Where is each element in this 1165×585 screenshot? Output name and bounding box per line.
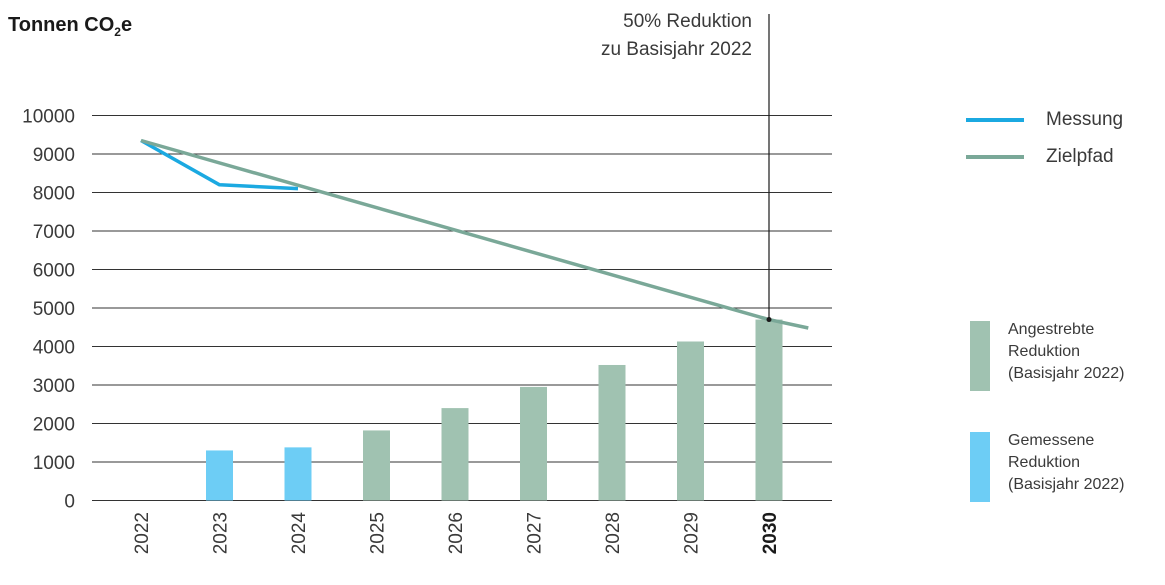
x-tick-label-2029: 2029 [682, 512, 703, 554]
y-tick-label-7000: 7000 [33, 222, 75, 243]
legend-zielpfad: Zielpfad [966, 146, 1114, 168]
y-tick-label-4000: 4000 [33, 338, 75, 359]
y-tick-label-10000: 10000 [22, 107, 75, 128]
x-tick-label-2028: 2028 [603, 512, 624, 554]
annotation-point [766, 317, 772, 323]
x-tick-label-2024: 2024 [289, 512, 310, 555]
legend-angestrebt-label: Angestrebte Reduktion (Basisjahr 2022) [1008, 321, 1125, 382]
annotation-line-2: zu Basisjahr 2022 [600, 39, 752, 60]
y-tick-label-6000: 6000 [33, 261, 75, 282]
bar-2030 [755, 319, 783, 501]
y-tick-label-1000: 1000 [33, 453, 75, 474]
y-tick-label-9000: 9000 [33, 145, 75, 166]
legend-angestrebt-swatch [970, 321, 990, 391]
series-line-zielpfad [140, 138, 809, 330]
legend-zielpfad-label: Zielpfad [1046, 146, 1114, 167]
bar-2029 [677, 341, 704, 501]
legend-messung-swatch [966, 118, 1024, 122]
legend-gemessen-swatch [970, 432, 990, 502]
x-tick-label-2022: 2022 [132, 512, 153, 554]
reduction-annotation: 50% Reduktion zu Basisjahr 2022 [601, 8, 752, 64]
y-tick-label-8000: 8000 [33, 184, 75, 205]
bar-2028 [598, 364, 626, 501]
bar-2024 [284, 447, 312, 501]
x-tick-label-2023: 2023 [211, 512, 232, 554]
x-tick-label-2027: 2027 [525, 512, 546, 554]
x-tick-label-2025: 2025 [368, 512, 389, 554]
legend-gemessen: Gemessene Reduktion (Basisjahr 2022) [970, 432, 1125, 502]
bar-2026 [441, 408, 469, 501]
y-tick-label-5000: 5000 [33, 299, 75, 320]
bar-2027 [520, 386, 547, 501]
x-tick-label-2030: 2030 [760, 512, 781, 554]
y-tick-label-2000: 2000 [33, 415, 75, 436]
legend-messung: Messung [966, 109, 1123, 131]
y-axis-title: Tonnen CO2e [8, 14, 133, 39]
annotation-line-1: 50% Reduktion [623, 11, 752, 32]
bar-2023 [206, 450, 233, 501]
series-line-messung [140, 138, 299, 191]
legend-zielpfad-swatch [966, 155, 1024, 159]
y-tick-label-3000: 3000 [33, 376, 75, 397]
legend-messung-label: Messung [1046, 109, 1124, 130]
y-tick-label-0: 0 [64, 492, 75, 513]
bar-2025 [363, 430, 390, 501]
legend-angestrebt: Angestrebte Reduktion (Basisjahr 2022) [970, 321, 1125, 391]
x-tick-label-2026: 2026 [446, 512, 467, 554]
legend-gemessen-label: Gemessene Reduktion (Basisjahr 2022) [1008, 432, 1125, 493]
